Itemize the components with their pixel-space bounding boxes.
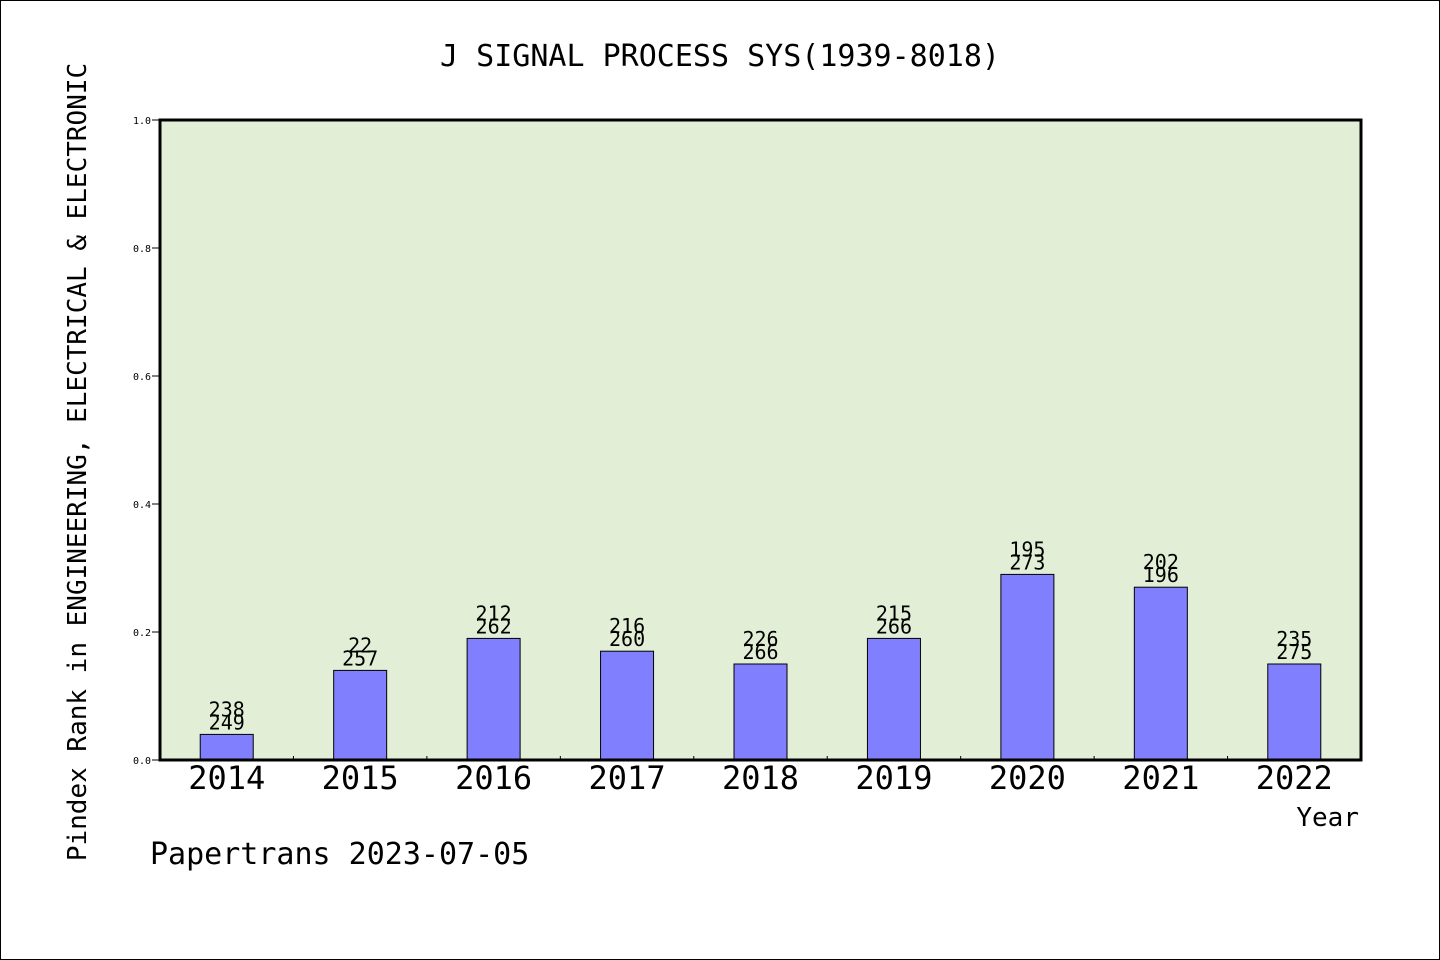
bar bbox=[1000, 573, 1055, 761]
bar-label-bottom: 266 bbox=[876, 614, 912, 638]
bar bbox=[1267, 663, 1322, 761]
x-tick-label: 2021 bbox=[1122, 759, 1199, 797]
bar-label-top: 22 bbox=[348, 633, 372, 657]
footer-credit: Papertrans 2023-07-05 bbox=[150, 837, 529, 872]
bar-label-bottom: 273 bbox=[1009, 550, 1045, 574]
bar-label-top: 238 bbox=[209, 697, 245, 721]
bar-label-bottom: 266 bbox=[742, 640, 778, 664]
y-axis: 0.0 0.2 0.4 0.6 0.8 1.0 bbox=[133, 116, 160, 767]
x-tick-label: 2019 bbox=[855, 759, 932, 797]
bar-label-top: 215 bbox=[876, 601, 912, 625]
bar-label-top: 195 bbox=[1009, 537, 1045, 561]
bars bbox=[199, 573, 1322, 761]
bar-label-bottom: 262 bbox=[476, 614, 512, 638]
plot-border bbox=[158, 118, 1363, 762]
bar-label-bottom: 257 bbox=[342, 646, 378, 670]
bar bbox=[199, 733, 254, 761]
bar-label-bottom: 249 bbox=[209, 710, 245, 734]
bar-label-top: 235 bbox=[1276, 627, 1312, 651]
y-tick-label: 0.0 bbox=[133, 756, 151, 767]
x-tick-label: 2018 bbox=[722, 759, 799, 797]
x-tick-label: 2014 bbox=[188, 759, 265, 797]
bar-label-top: 202 bbox=[1143, 550, 1179, 574]
y-tick-label: 0.8 bbox=[133, 244, 151, 255]
y-tick-label: 0.4 bbox=[133, 500, 151, 511]
x-tick-label: 2020 bbox=[989, 759, 1066, 797]
x-tick-label: 2022 bbox=[1256, 759, 1333, 797]
y-tick-label: 0.2 bbox=[133, 628, 151, 639]
bar-label-bottom: 260 bbox=[609, 627, 645, 651]
chart-title: J SIGNAL PROCESS SYS(1939-8018) bbox=[440, 39, 1000, 74]
y-tick-label: 1.0 bbox=[133, 116, 151, 127]
y-axis-label: Pindex Rank in ENGINEERING, ELECTRICAL &… bbox=[63, 63, 93, 861]
bar-label-bottom: 275 bbox=[1276, 640, 1312, 664]
bar bbox=[600, 650, 655, 761]
x-tick-label: 2015 bbox=[322, 759, 399, 797]
bar bbox=[333, 669, 388, 761]
bar bbox=[866, 637, 921, 761]
bar bbox=[1133, 586, 1188, 761]
x-tick-label: 2016 bbox=[455, 759, 532, 797]
bar-label-top: 212 bbox=[476, 601, 512, 625]
x-axis-label: Year bbox=[1296, 803, 1359, 833]
y-tick-label: 0.6 bbox=[133, 372, 151, 383]
bar bbox=[466, 637, 521, 761]
x-tick-label: 2017 bbox=[589, 759, 666, 797]
bar-label-top: 226 bbox=[742, 627, 778, 651]
x-axis: 2014 2015 2016 2017 2018 2019 2020 2021 2022 bbox=[188, 756, 1333, 797]
bar-label-bottom: 196 bbox=[1143, 563, 1179, 587]
bar bbox=[733, 663, 788, 761]
bar-label-top: 216 bbox=[609, 614, 645, 638]
